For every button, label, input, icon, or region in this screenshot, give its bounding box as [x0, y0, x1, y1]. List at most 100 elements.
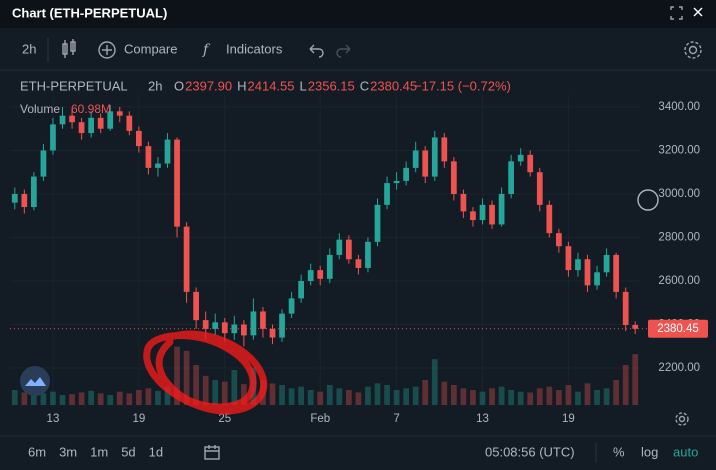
auto-toggle[interactable]: auto — [673, 444, 698, 459]
volume-bar — [212, 380, 219, 405]
volume-bar — [575, 391, 581, 405]
x-tick-label: 13 — [47, 413, 60, 425]
volume-bar — [155, 390, 161, 405]
legend-ohlc: O 2397.90 H 2414.55 L 2356.15 C 2380.45 — [174, 78, 417, 93]
chart-type-button[interactable] — [62, 39, 76, 58]
legend-change: −17.15 (−0.72%) — [414, 78, 511, 93]
candle-body — [260, 311, 266, 329]
volume-bar — [241, 384, 247, 405]
close-button[interactable] — [693, 7, 703, 17]
legend-value: 2380.45 — [370, 78, 417, 93]
candle-body — [556, 233, 562, 247]
volume-bar — [326, 385, 333, 405]
interval-button[interactable]: 2h — [22, 41, 36, 56]
volume-bar — [221, 381, 228, 405]
legend-key: O — [174, 78, 184, 93]
candle-body — [317, 270, 324, 279]
clock: 05:08:56 (UTC) — [485, 444, 575, 459]
undo-button[interactable] — [309, 44, 324, 58]
volume-bar — [279, 385, 285, 405]
volume-bar — [374, 383, 381, 405]
candle-body — [355, 259, 362, 268]
candle-body — [336, 239, 343, 255]
candle-body — [412, 150, 419, 168]
volume-bar — [546, 386, 553, 405]
range-button[interactable]: 3m — [59, 444, 77, 459]
candle-body — [307, 270, 314, 281]
legend-key: H — [237, 78, 246, 93]
volume-bar — [193, 365, 199, 405]
volume-bar — [603, 388, 610, 405]
percent-toggle[interactable]: % — [613, 444, 625, 459]
candle-body — [288, 298, 295, 314]
settings-button[interactable] — [684, 41, 702, 59]
volume-bar — [50, 391, 56, 405]
logo-button[interactable] — [20, 366, 50, 396]
volume-bar — [336, 388, 343, 405]
volume-bar — [498, 386, 505, 405]
candle-body — [594, 272, 600, 286]
candle-body — [508, 161, 514, 194]
volume-bar — [88, 390, 94, 405]
candle-body — [613, 254, 619, 292]
x-tick-label: 25 — [218, 413, 231, 425]
range-button[interactable]: 1d — [149, 444, 163, 459]
indicators-button[interactable]: Indicators — [226, 41, 283, 56]
last-price-box — [648, 319, 708, 338]
candle-body — [221, 322, 228, 334]
volume-bar — [431, 359, 438, 405]
legend-interval: 2h — [148, 78, 162, 93]
x-tick-label: Feb — [310, 413, 330, 425]
volume-bar — [479, 391, 486, 405]
volume-bar — [346, 390, 352, 405]
volume-bar — [164, 386, 171, 405]
volume-bar — [183, 350, 190, 405]
range-button[interactable]: 5d — [121, 444, 135, 459]
volume-bar — [536, 388, 543, 405]
log-toggle[interactable]: log — [641, 444, 658, 459]
crosshair-cursor — [637, 189, 659, 211]
volume-bar — [393, 390, 400, 405]
candle-body — [155, 163, 161, 168]
candle-body — [479, 204, 486, 221]
candle-body — [498, 193, 505, 225]
y-tick-label: 3000.00 — [658, 188, 700, 200]
candle-body — [441, 137, 448, 162]
y-tick-label: 2200.00 — [658, 362, 700, 374]
candle-body — [431, 137, 438, 177]
candle-body — [384, 183, 390, 205]
volume-bar — [584, 383, 591, 405]
date-range-button[interactable] — [204, 445, 220, 460]
candle-body — [126, 115, 133, 131]
candle-body — [632, 324, 639, 329]
volume-bar — [97, 393, 104, 405]
candle-body — [241, 324, 247, 336]
candle-body — [97, 117, 104, 129]
redo-button[interactable] — [336, 44, 351, 58]
volume-bar — [78, 392, 85, 405]
candle-body — [565, 246, 572, 271]
candle-body — [489, 204, 495, 225]
candle-body — [59, 115, 66, 125]
candle-body — [422, 150, 429, 177]
candle-body — [78, 122, 85, 134]
plot: 2200.002400.002600.002800.003000.003200.… — [10, 95, 708, 425]
candle-body — [202, 320, 209, 329]
range-button[interactable]: 1m — [90, 444, 108, 459]
logo-icon — [25, 377, 46, 386]
compare-icon[interactable] — [98, 41, 116, 59]
y-tick-label: 3400.00 — [658, 101, 700, 113]
legend-volume-name: Volume — [20, 102, 60, 116]
candle-body — [546, 204, 553, 234]
candle-body — [88, 117, 94, 134]
volume-bar — [107, 395, 114, 405]
axis-settings[interactable] — [675, 412, 689, 426]
candle-body — [250, 311, 257, 336]
fullscreen-button[interactable] — [670, 6, 683, 20]
compare-button[interactable]: Compare — [124, 41, 177, 56]
volume-bar — [489, 388, 495, 405]
volume-bar — [422, 380, 429, 405]
candle-body — [107, 111, 114, 129]
range-button[interactable]: 6m — [28, 444, 46, 459]
